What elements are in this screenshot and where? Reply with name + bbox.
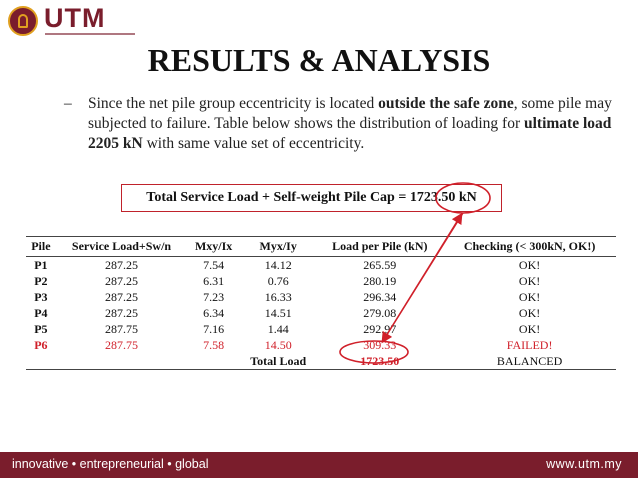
- myx-cell: 14.51: [264, 305, 292, 320]
- mxy-cell: 7.54: [203, 257, 225, 272]
- service-load-cell: 287.25: [105, 289, 139, 304]
- pile-cell: P5: [34, 321, 48, 336]
- check-cell: FAILED!: [506, 337, 553, 352]
- load-cell: 280.19: [363, 273, 397, 288]
- check-cell: OK!: [518, 273, 541, 288]
- service-load-cell: 287.75: [105, 337, 139, 352]
- table-row: P1 287.25 7.54 14.12 265.59 OK!: [26, 257, 616, 274]
- myx-cell: 16.33: [264, 289, 292, 304]
- service-load-cell: 287.25: [105, 273, 139, 288]
- header-service-load: Service Load+Sw/n: [55, 236, 188, 257]
- tagline-separator: •: [71, 457, 77, 471]
- bullet-bold-safe-zone: outside the safe zone: [378, 95, 514, 112]
- university-seal-icon: [8, 6, 38, 36]
- myx-cell: 14.50: [264, 337, 292, 352]
- header-pile: Pile: [26, 236, 56, 257]
- myx-cell: 1.44: [267, 321, 289, 336]
- table-row: P2 287.25 6.31 0.76 280.19 OK!: [26, 273, 616, 289]
- footer-website: www.utm.my: [546, 457, 622, 471]
- empty-cell: [26, 353, 56, 370]
- bullet-text-part1: Since the net pile group eccentricity is…: [88, 95, 379, 112]
- tagline-entrepreneurial: entrepreneurial: [79, 457, 164, 471]
- tagline-separator: •: [167, 457, 172, 471]
- empty-cell: [55, 353, 188, 370]
- service-load-cell: 287.25: [105, 305, 139, 320]
- header-mxy-ix: Mxy/Ix: [187, 236, 240, 257]
- header-load-per-pile: Load per Pile (kN): [316, 236, 444, 257]
- mxy-cell: 6.31: [203, 273, 225, 288]
- bullet-paragraph: – Since the net pile group eccentricity …: [64, 94, 624, 154]
- load-cell: 296.34: [363, 289, 397, 304]
- pile-cell: P6: [34, 337, 48, 352]
- check-cell: OK!: [518, 305, 541, 320]
- table-row-failed: P6 287.75 7.58 14.50 309.33 FAILED!: [26, 337, 616, 353]
- utm-logo: UTM: [8, 3, 135, 40]
- total-status: BALANCED: [443, 353, 616, 370]
- pile-cell: P3: [34, 289, 48, 304]
- load-cell: 309.33: [363, 337, 397, 352]
- check-cell: OK!: [518, 289, 541, 304]
- table-row: P3 287.25 7.23 16.33 296.34 OK!: [26, 289, 616, 305]
- load-cell: 279.08: [363, 305, 397, 320]
- mxy-cell: 7.16: [203, 321, 225, 336]
- table-total-row: Total Load 1723.50 BALANCED: [26, 353, 616, 370]
- footer-bar: innovative • entrepreneurial • global ww…: [0, 452, 638, 478]
- page-title: RESULTS & ANALYSIS: [147, 42, 491, 78]
- bullet-bold-ultimate-load: ultimate load 2205 kN: [88, 115, 612, 152]
- bullet-text-part3: with same value set of eccentricity.: [142, 135, 365, 152]
- total-load-label: Total Load: [240, 353, 317, 370]
- header-myx-iy: Myx/Iy: [240, 236, 317, 257]
- mxy-cell: 7.23: [203, 289, 225, 304]
- myx-cell: 0.76: [267, 273, 289, 288]
- table-row: P4 287.25 6.34 14.51 279.08 OK!: [26, 305, 616, 321]
- service-load-cell: 287.75: [105, 321, 139, 336]
- header-checking: Checking (< 300kN, OK!): [443, 236, 616, 257]
- mxy-cell: 7.58: [203, 337, 225, 352]
- check-cell: OK!: [518, 321, 541, 336]
- table-row: P5 287.75 7.16 1.44 292.97 OK!: [26, 321, 616, 337]
- mxy-cell: 6.34: [203, 305, 225, 320]
- bullet-dash: –: [64, 95, 72, 112]
- tagline-global: global: [175, 457, 209, 471]
- empty-cell: [187, 353, 240, 370]
- load-cell: 265.59: [363, 257, 397, 272]
- logo-underline: [45, 33, 135, 35]
- tagline-innovative: innovative: [12, 457, 69, 471]
- total-service-load-box: Total Service Load + Self-weight Pile Ca…: [121, 184, 502, 212]
- pile-load-table: Pile Service Load+Sw/n Mxy/Ix Myx/Iy Loa…: [26, 236, 616, 370]
- bullet-text: Since the net pile group eccentricity is…: [88, 94, 624, 154]
- pile-cell: P2: [34, 273, 48, 288]
- bullet-text-part2: , some pile may subjected to failure. Ta…: [88, 95, 612, 132]
- header-band: UTM: [0, 0, 638, 42]
- load-cell: 292.97: [363, 321, 397, 336]
- myx-cell: 14.12: [264, 257, 292, 272]
- table-header-row: Pile Service Load+Sw/n Mxy/Ix Myx/Iy Loa…: [26, 236, 616, 257]
- logo-text: UTM: [44, 3, 106, 33]
- total-load-value: 1723.50: [316, 353, 444, 370]
- pile-cell: P4: [34, 305, 48, 320]
- pile-cell: P1: [34, 257, 48, 272]
- check-cell: OK!: [518, 257, 541, 272]
- service-load-cell: 287.25: [105, 257, 139, 272]
- footer-tagline: innovative • entrepreneurial • global: [12, 457, 208, 471]
